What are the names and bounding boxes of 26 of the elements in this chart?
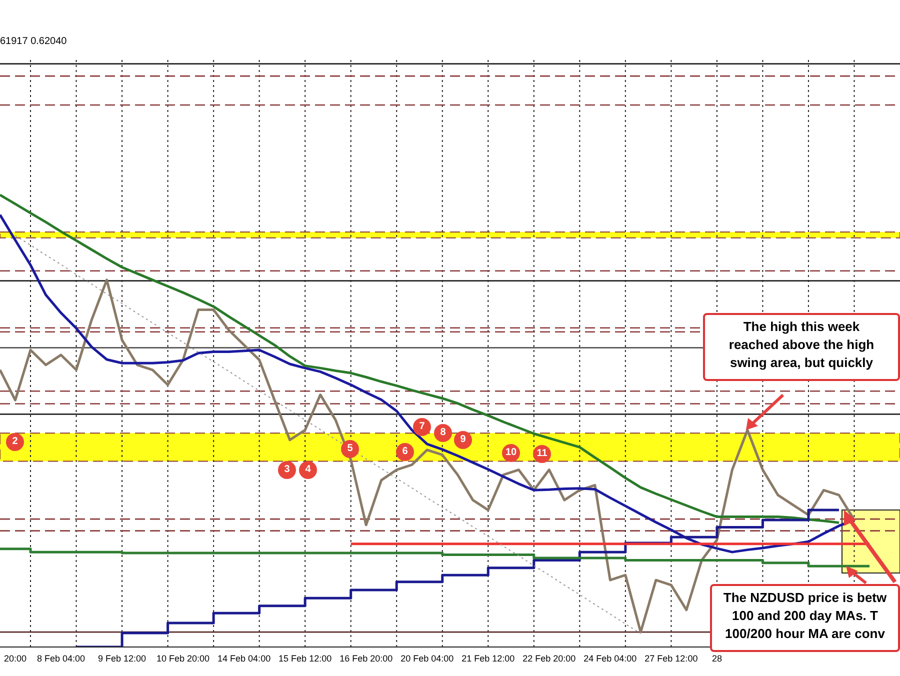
x-tick-label: 20:00 (4, 653, 27, 664)
annotation: 5 (341, 440, 359, 458)
annotation: The high this week reached above the high swing area, but quickly (728, 318, 876, 372)
annotation: 10 (502, 444, 520, 462)
x-tick-label: 15 Feb 12:00 (278, 653, 332, 664)
x-tick-label: 24 Feb 04:00 (584, 653, 637, 664)
annotation: 8 (434, 424, 452, 442)
x-tick-label: 20 Feb 04:00 (400, 653, 454, 664)
text: 61917 0.62040 (0, 36, 67, 48)
x-tick-label: 8 Feb 04:00 (36, 653, 86, 664)
x-tick-label: 16 Feb 20:00 (340, 653, 393, 664)
x-tick-label: 10 Feb 20:00 (156, 653, 210, 664)
annotation: 7 (413, 418, 431, 436)
x-tick-label: 9 Feb 12:00 (98, 653, 146, 664)
x-tick-label: 22 Feb 20:00 (522, 653, 576, 664)
annotation: 6 (396, 443, 414, 461)
x-tick-label: 28 (712, 653, 722, 664)
annotation: 3 (278, 461, 296, 479)
x-tick-label: 14 Feb 04:00 (218, 653, 271, 664)
annotation: 2 (6, 433, 24, 451)
x-tick-label: 21 Feb 12:00 (462, 653, 515, 664)
annotation: The NZDUSD price is betw 100 and 200 day MAs. T 100/200 hour MA are conv (722, 589, 888, 643)
annotation: 11 (533, 445, 551, 463)
annotation: 4 (299, 461, 317, 479)
x-tick-label: 27 Feb 12:00 (644, 653, 698, 664)
annotation: 9 (454, 431, 472, 449)
